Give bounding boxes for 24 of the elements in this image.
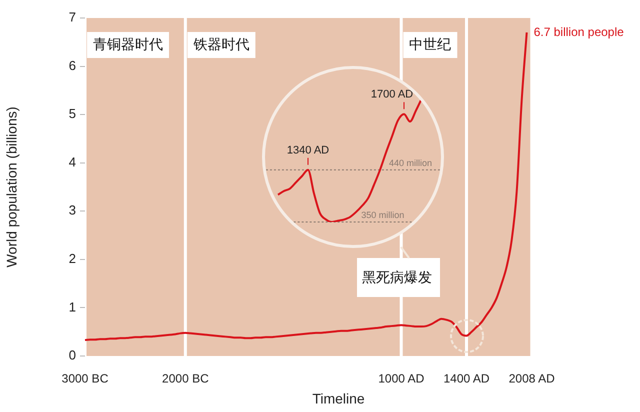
annotation: 1700 AD	[370, 88, 414, 101]
y-tick-label: 4	[68, 154, 76, 170]
y-axis-title: World population (billions)	[3, 106, 20, 268]
x-tick-label: 2000 BC	[162, 372, 210, 386]
band-label: 铁器时代	[192, 36, 250, 52]
band-label: 青铜器时代	[93, 36, 163, 52]
ref-line-label: 350 million	[361, 210, 404, 220]
y-tick-label: 5	[68, 106, 76, 122]
x-tick-label: 1000 AD	[378, 372, 425, 386]
annotation: 6.7 billion people	[534, 24, 624, 39]
ref-line-label: 440 million	[389, 158, 432, 168]
x-tick-label: 1400 AD	[443, 372, 490, 386]
y-tick-label: 6	[68, 58, 76, 73]
annotation: 黑死病爆发	[362, 268, 432, 285]
y-tick-label: 2	[68, 251, 76, 266]
y-tick-label: 0	[68, 348, 76, 363]
annotation: 1340 AD	[286, 144, 330, 156]
x-tick-label: 2008 AD	[508, 372, 556, 386]
y-tick-label: 1	[68, 299, 76, 314]
y-tick-label: 7	[68, 10, 76, 25]
band-label: 中世纪	[409, 36, 452, 52]
x-axis-title: Timeline	[312, 390, 365, 406]
x-tick-label: 3000 BC	[62, 372, 109, 386]
y-tick-label: 3	[68, 202, 76, 218]
